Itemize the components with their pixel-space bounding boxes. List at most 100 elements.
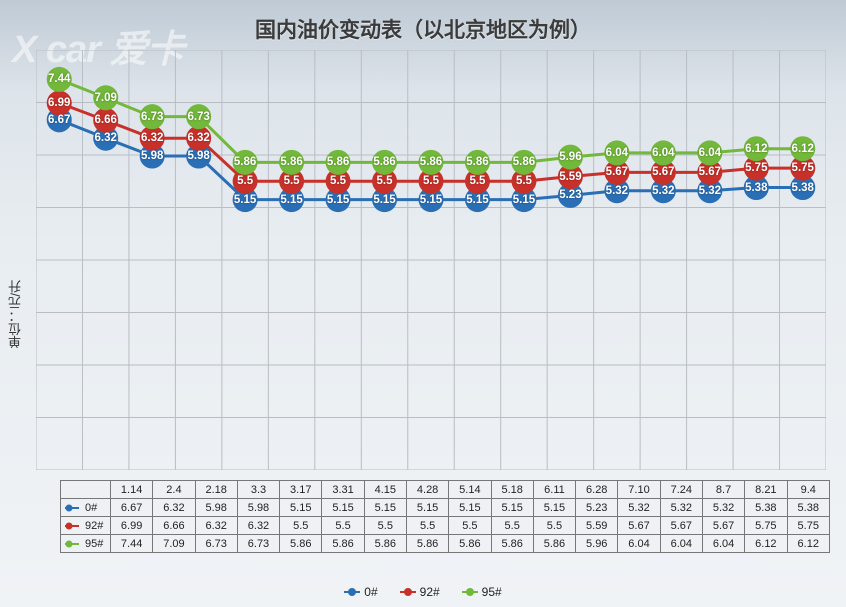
table-cell: 5.86 — [364, 535, 406, 553]
table-row-label: 0# — [61, 499, 111, 517]
data-label: 5.67 — [652, 166, 674, 178]
data-label: 6.04 — [606, 147, 628, 159]
table-col-header: 3.17 — [280, 481, 322, 499]
table-cell: 5.23 — [576, 499, 618, 517]
table-col-header: 8.7 — [702, 481, 744, 499]
data-label: 5.15 — [513, 194, 535, 206]
table-cell: 7.44 — [111, 535, 153, 553]
data-label: 5.5 — [423, 175, 439, 187]
legend-label: 0# — [364, 585, 377, 599]
table-cell: 5.15 — [533, 499, 575, 517]
table-cell: 6.73 — [195, 535, 237, 553]
table-cell: 6.66 — [153, 517, 195, 535]
data-label: 5.38 — [745, 182, 767, 194]
data-label: 7.09 — [95, 92, 117, 104]
table-cell: 5.67 — [660, 517, 702, 535]
table-col-header: 4.28 — [406, 481, 448, 499]
table-cell: 5.86 — [533, 535, 575, 553]
data-label: 6.73 — [141, 111, 163, 123]
data-label: 5.15 — [327, 194, 349, 206]
data-label: 5.15 — [234, 194, 256, 206]
table-col-header: 1.14 — [111, 481, 153, 499]
data-label: 5.32 — [699, 185, 721, 197]
data-label: 5.32 — [606, 185, 628, 197]
legend-label: 92# — [420, 585, 440, 599]
table-cell: 5.75 — [787, 517, 830, 535]
table-cell: 5.5 — [533, 517, 575, 535]
data-label: 5.86 — [373, 156, 395, 168]
data-label: 5.86 — [466, 156, 488, 168]
table-corner — [61, 481, 111, 499]
table-cell: 5.5 — [364, 517, 406, 535]
legend-item: 95# — [462, 585, 502, 599]
data-label: 5.15 — [373, 194, 395, 206]
data-label: 5.5 — [237, 175, 253, 187]
table-cell: 5.86 — [406, 535, 448, 553]
table-cell: 6.12 — [745, 535, 787, 553]
data-table: 1.142.42.183.33.173.314.154.285.145.186.… — [60, 480, 830, 553]
table-col-header: 2.18 — [195, 481, 237, 499]
data-label: 6.12 — [792, 143, 814, 155]
table-cell: 6.04 — [660, 535, 702, 553]
table-col-header: 5.14 — [449, 481, 491, 499]
y-axis-label: 单位：元/升 — [6, 280, 25, 349]
table-cell: 6.04 — [702, 535, 744, 553]
table-cell: 5.32 — [618, 499, 660, 517]
data-label: 5.15 — [420, 194, 442, 206]
data-label: 5.32 — [652, 185, 674, 197]
data-label: 5.86 — [234, 156, 256, 168]
data-label: 5.67 — [699, 166, 721, 178]
table-cell: 5.15 — [322, 499, 364, 517]
data-label: 5.86 — [513, 156, 535, 168]
table-cell: 6.32 — [237, 517, 279, 535]
table-cell: 5.86 — [322, 535, 364, 553]
table-col-header: 8.21 — [745, 481, 787, 499]
legend-label: 95# — [482, 585, 502, 599]
table-cell: 5.32 — [702, 499, 744, 517]
table-cell: 6.04 — [618, 535, 660, 553]
table-row-label: 92# — [61, 517, 111, 535]
table-col-header: 7.10 — [618, 481, 660, 499]
table-cell: 5.67 — [702, 517, 744, 535]
table-col-header: 2.4 — [153, 481, 195, 499]
table-col-header: 5.18 — [491, 481, 533, 499]
data-label: 5.75 — [792, 162, 814, 174]
table-col-header: 6.11 — [533, 481, 575, 499]
data-label: 5.5 — [284, 175, 300, 187]
table-cell: 5.98 — [195, 499, 237, 517]
data-label: 6.04 — [699, 147, 721, 159]
data-label: 5.67 — [606, 166, 628, 178]
table-cell: 5.5 — [491, 517, 533, 535]
table-col-header: 7.24 — [660, 481, 702, 499]
table-cell: 5.5 — [280, 517, 322, 535]
table-cell: 5.32 — [660, 499, 702, 517]
table-cell: 6.67 — [111, 499, 153, 517]
legend-item: 0# — [344, 585, 377, 599]
data-label: 5.98 — [187, 150, 209, 162]
table-cell: 7.09 — [153, 535, 195, 553]
table-row-label: 95# — [61, 535, 111, 553]
table-cell: 5.75 — [745, 517, 787, 535]
table-cell: 5.15 — [491, 499, 533, 517]
table-cell: 5.5 — [322, 517, 364, 535]
data-label: 5.5 — [516, 175, 532, 187]
data-label: 5.23 — [559, 189, 581, 201]
table-cell: 5.86 — [491, 535, 533, 553]
data-label: 5.86 — [280, 156, 302, 168]
data-label: 6.73 — [187, 111, 209, 123]
data-label: 6.67 — [48, 114, 70, 126]
data-label: 6.32 — [95, 132, 117, 144]
data-label: 6.04 — [652, 147, 674, 159]
data-label: 6.12 — [745, 143, 767, 155]
data-label: 5.96 — [559, 151, 581, 163]
legend-item: 92# — [400, 585, 440, 599]
data-label: 5.38 — [792, 182, 814, 194]
table-cell: 5.98 — [237, 499, 279, 517]
data-label: 6.99 — [48, 97, 70, 109]
data-label: 6.32 — [141, 132, 163, 144]
table-col-header: 3.3 — [237, 481, 279, 499]
table-cell: 5.86 — [449, 535, 491, 553]
table-cell: 6.32 — [153, 499, 195, 517]
table-col-header: 3.31 — [322, 481, 364, 499]
table-cell: 5.15 — [406, 499, 448, 517]
